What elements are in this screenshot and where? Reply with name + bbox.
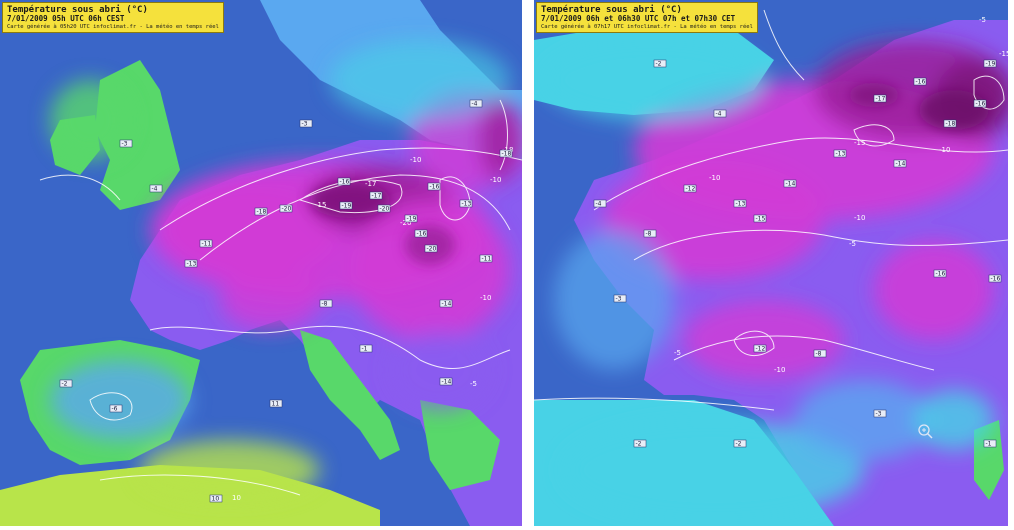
zoom-icon[interactable] [918,424,933,439]
svg-text:-11: -11 [482,256,492,263]
svg-text:-10: -10 [410,156,421,164]
svg-text:-18: -18 [502,151,512,158]
svg-text:-14: -14 [442,301,452,308]
station-markers: -16 -17 -16 -19 -20 -19 -16 -20 -20 -18 … [59,99,513,503]
svg-text:10: 10 [212,496,220,503]
svg-text:-4: -4 [152,186,158,193]
isotherms [39,99,522,496]
svg-text:-16: -16 [976,101,986,108]
svg-text:-16: -16 [417,231,427,238]
temperature-field [50,40,522,500]
map-date: 7/01/2009 05h UTC 06h CEST [7,14,125,24]
svg-text:-2: -2 [636,441,642,448]
france-map-canvas: -5 -15 -10 -15 -10 -10 -10 -5 -5 -16 -19… [534,0,1008,526]
svg-text:-8: -8 [816,351,822,358]
svg-text:-13: -13 [836,151,846,158]
svg-text:-13: -13 [187,261,197,268]
svg-text:-10: -10 [939,146,950,154]
svg-text:-19: -19 [986,61,996,68]
svg-text:-4: -4 [472,101,478,108]
svg-text:-20: -20 [400,219,411,227]
svg-text:-15: -15 [999,50,1008,58]
svg-text:-3: -3 [616,296,622,303]
svg-text:-3: -3 [302,121,308,128]
svg-text:-2: -2 [656,61,662,68]
svg-text:-10: -10 [490,176,501,184]
map-credit: Carte générée à 05h20 UTC infoclimat.fr … [7,23,219,30]
svg-text:-10: -10 [774,366,785,374]
svg-text:-5: -5 [979,16,986,24]
isotherms [534,9,1008,411]
svg-text:10: 10 [232,494,241,502]
svg-text:-16: -16 [430,184,440,191]
map-title: Température sous abri (°C) [541,5,682,15]
svg-text:-5: -5 [849,240,856,248]
svg-text:-16: -16 [340,179,350,186]
map-title: Température sous abri (°C) [7,5,148,15]
svg-text:-16: -16 [916,79,926,86]
svg-text:-1: -1 [362,346,368,353]
svg-text:-15: -15 [854,139,865,147]
svg-text:-10: -10 [480,294,491,302]
svg-text:-12: -12 [756,346,766,353]
svg-text:-16: -16 [936,271,946,278]
svg-text:-17: -17 [372,193,382,200]
svg-text:-15: -15 [756,216,766,223]
svg-text:-13: -13 [462,201,472,208]
svg-text:-3: -3 [122,141,128,148]
station-markers: -16 -19 -16 -17 -18 -13 -14 -14 -13 -12 … [593,59,1002,448]
france-temperature-map[interactable]: -5 -15 -10 -15 -10 -10 -10 -5 -5 -16 -19… [534,0,1008,526]
svg-text:-11: -11 [202,241,212,248]
svg-text:-20: -20 [427,246,437,253]
map-credit: Carte générée à 07h17 UTC infoclimat.fr … [541,23,753,30]
svg-text:-10: -10 [709,174,720,182]
svg-text:-16: -16 [991,276,1001,283]
svg-text:-8: -8 [646,231,652,238]
svg-text:-19: -19 [342,203,352,210]
svg-text:-20: -20 [282,206,292,213]
svg-text:-14: -14 [786,181,796,188]
svg-text:-14: -14 [896,161,906,168]
europe-map-canvas: -10 -10 -15 -17 -20 -18 -10 -5 10 -16 -1… [0,0,522,526]
europe-temperature-map[interactable]: -10 -10 -15 -17 -20 -18 -10 -5 10 -16 -1… [0,0,522,526]
svg-text:11: 11 [272,401,280,408]
svg-text:-4: -4 [716,111,722,118]
svg-text:-4: -4 [596,201,602,208]
svg-text:-6: -6 [112,406,118,413]
svg-text:-17: -17 [365,180,376,188]
svg-text:-12: -12 [686,186,696,193]
map-date: 7/01/2009 06h et 06h30 UTC 07h et 07h30 … [541,14,736,24]
svg-text:-17: -17 [876,96,886,103]
svg-text:-2: -2 [736,441,742,448]
svg-text:-20: -20 [380,206,390,213]
svg-text:-5: -5 [470,380,477,388]
svg-text:-10: -10 [854,214,865,222]
svg-text:-19: -19 [407,216,417,223]
svg-text:-13: -13 [736,201,746,208]
svg-text:-2: -2 [62,381,68,388]
svg-text:-14: -14 [442,379,452,386]
france-map-legend: Température sous abri (°C) 7/01/2009 06h… [536,2,758,34]
svg-text:-18: -18 [257,209,267,216]
isotherm-labels: -5 -15 -10 -15 -10 -10 -10 -5 -5 [674,16,1008,374]
svg-text:-18: -18 [946,121,956,128]
europe-map-legend: Température sous abri (°C) 7/01/2009 05h… [2,2,224,34]
svg-text:-8: -8 [322,301,328,308]
svg-text:-5: -5 [674,349,681,357]
svg-text:-15: -15 [315,201,326,209]
svg-text:-3: -3 [876,411,882,418]
svg-text:-1: -1 [986,441,992,448]
